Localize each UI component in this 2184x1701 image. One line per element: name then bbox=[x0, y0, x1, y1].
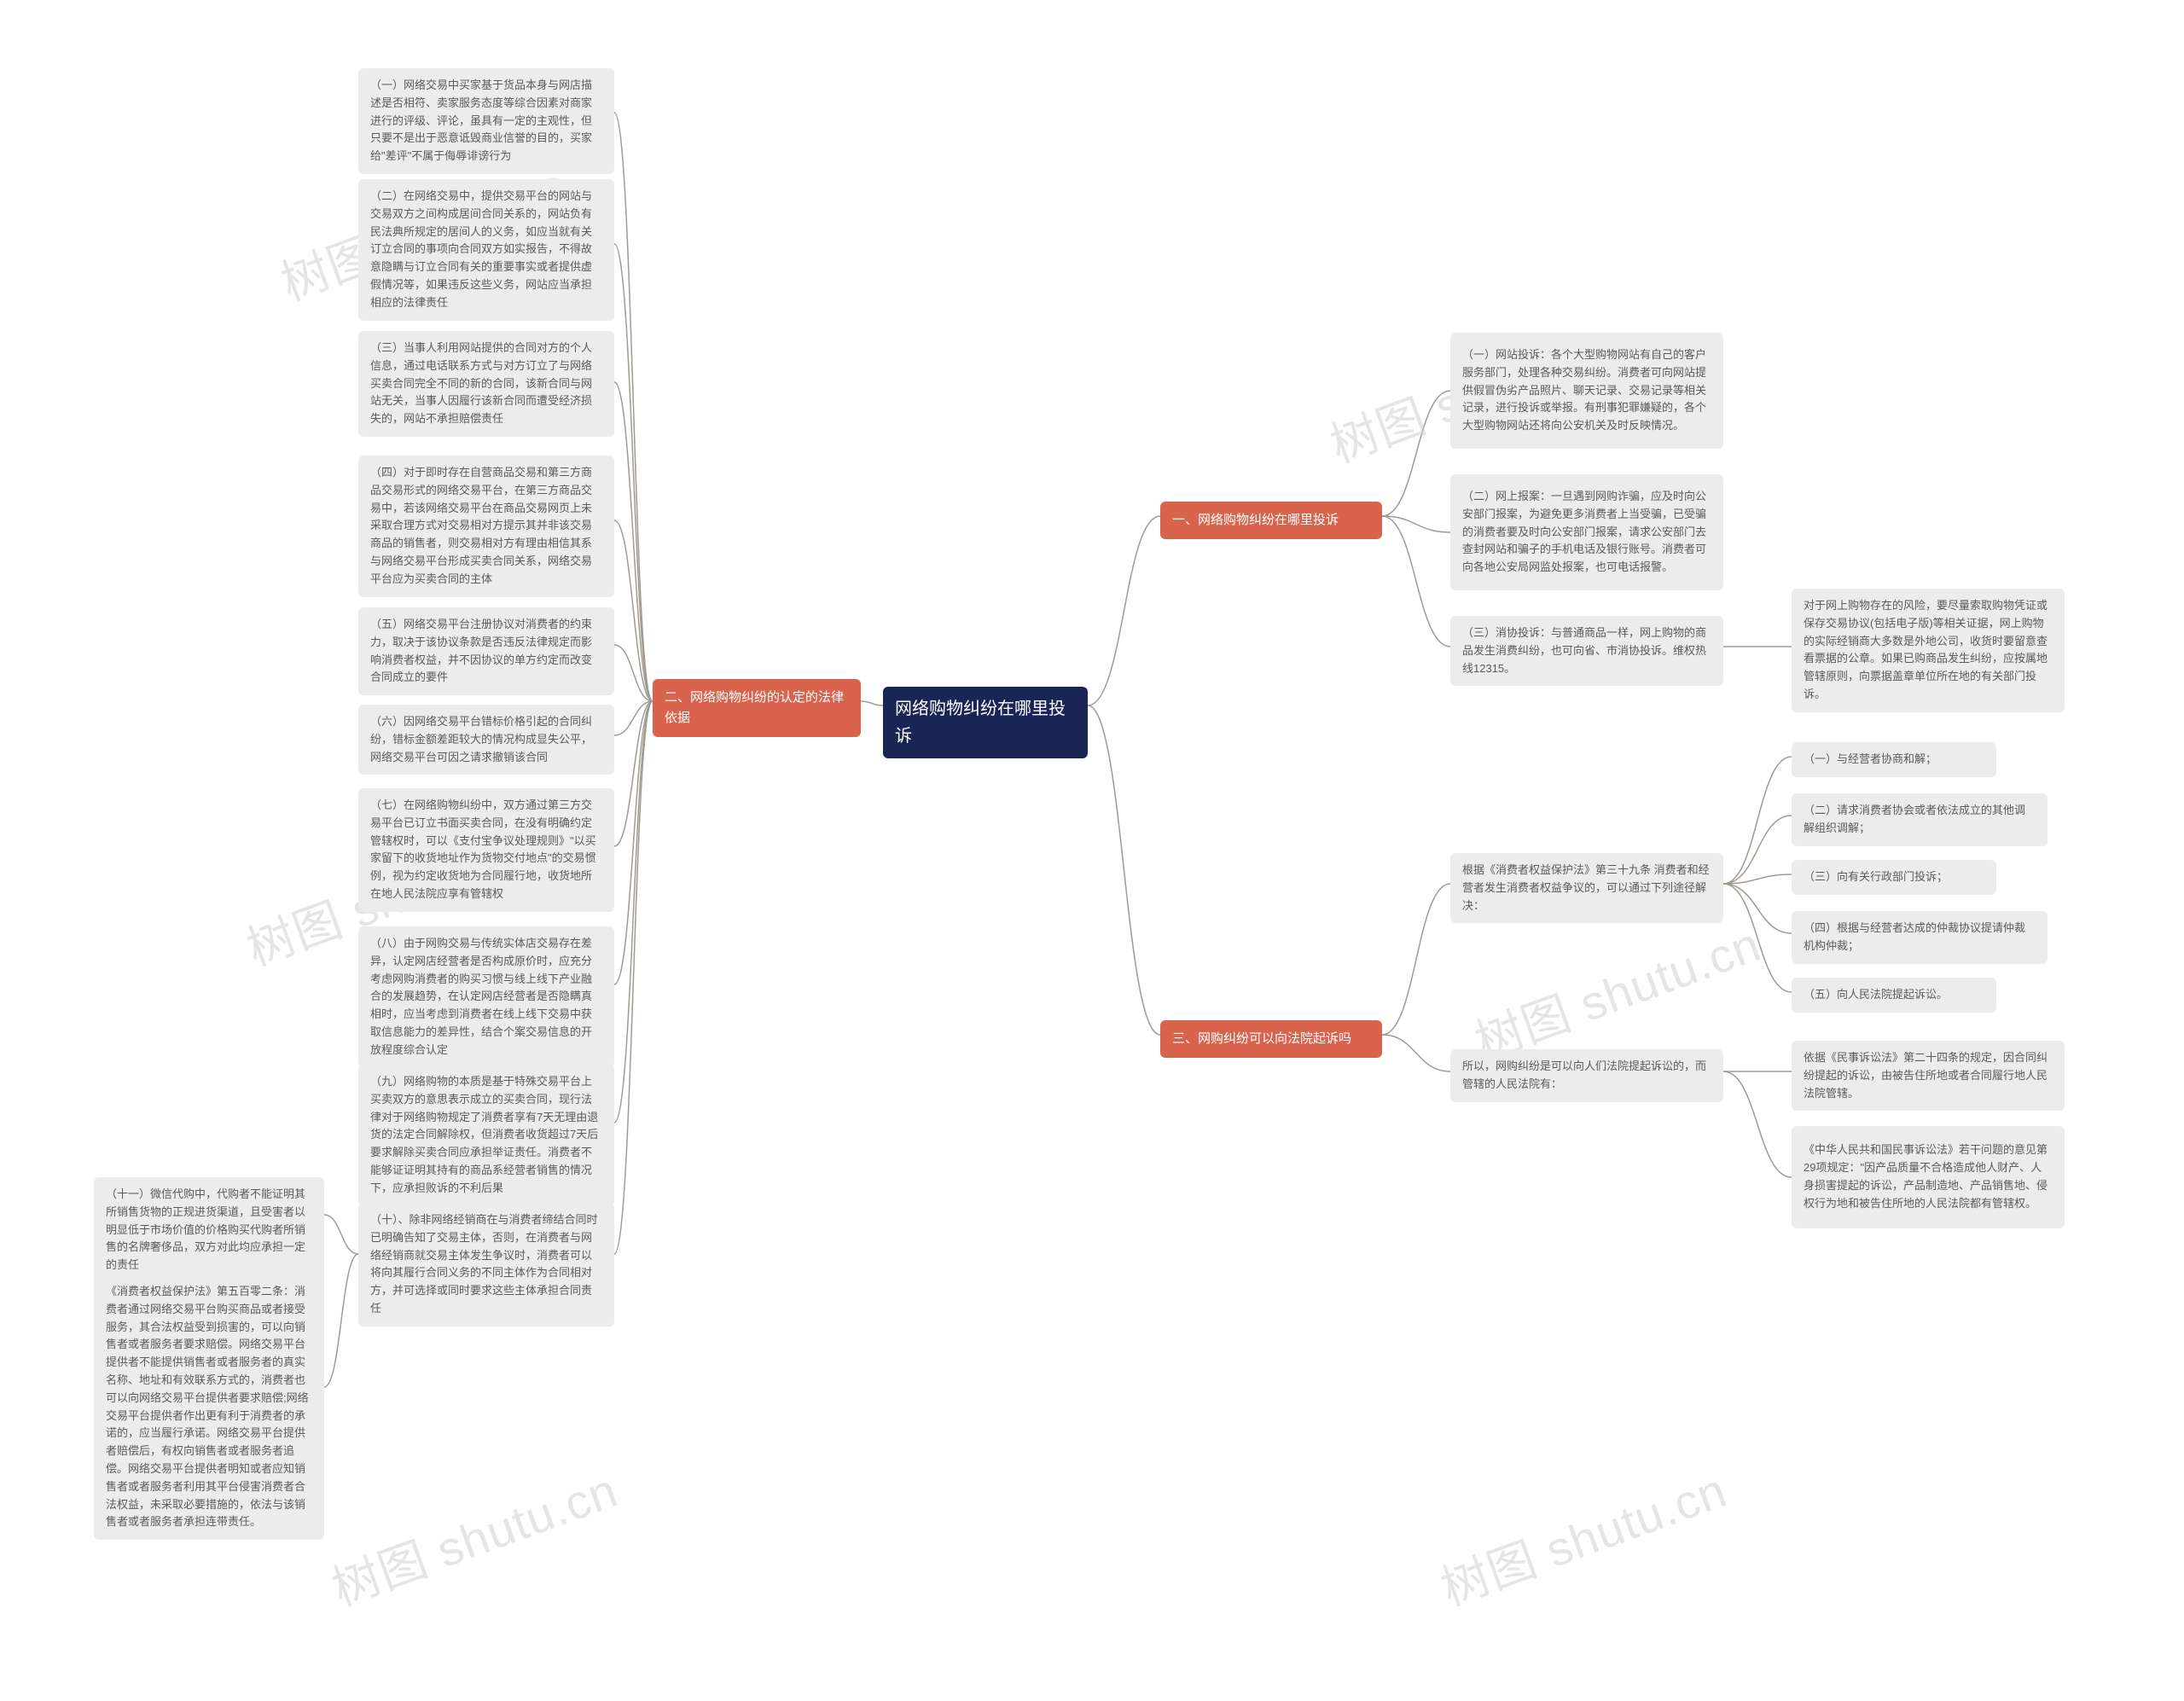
node-label: （一）网站投诉：各个大型购物网站有自己的客户服务部门，处理各种交易纠纷。消费者可… bbox=[1462, 346, 1711, 435]
node-label: 所以，网购纠纷是可以向人们法院提起诉讼的，而管辖的人民法院有： bbox=[1462, 1058, 1711, 1094]
connection-layer bbox=[0, 0, 2184, 1701]
mindmap-node-s1c: （三）消协投诉：与普通商品一样，网上购物的商品发生消费纠纷，也可向省、市消协投诉… bbox=[1450, 616, 1723, 686]
node-label: （二）请求消费者协会或者依法成立的其他调解组织调解； bbox=[1804, 802, 2036, 838]
connection bbox=[614, 701, 653, 1123]
mindmap-node-s2e: （五）网络交易平台注册协议对消费者的约束力，取决于该协议条款是否违反法律规定而影… bbox=[358, 607, 614, 695]
mindmap-node-s3b1: 依据《民事诉讼法》第二十四条的规定，因合同纠纷提起的诉讼，由被告住所地或者合同履… bbox=[1792, 1041, 2065, 1111]
connection bbox=[614, 244, 653, 701]
mindmap-node-s3b: 所以，网购纠纷是可以向人们法院提起诉讼的，而管辖的人民法院有： bbox=[1450, 1049, 1723, 1102]
node-label: （十）、除非网络经销商在与消费者缔结合同时已明确告知了交易主体，否则，在消费者与… bbox=[370, 1211, 602, 1318]
connection bbox=[1723, 884, 1792, 992]
mindmap-node-root: 网络购物纠纷在哪里投诉 bbox=[883, 687, 1088, 758]
mindmap-node-s2g: （七）在网络购物纠纷中，双方通过第三方交易平台已订立书面买卖合同，在没有明确约定… bbox=[358, 788, 614, 912]
node-label: 对于网上购物存在的风险，要尽量索取购物凭证或保存交易协议(包括电子版)等相关证据… bbox=[1804, 597, 2053, 704]
node-label: 根据《消费者权益保护法》第三十九条 消费者和经营者发生消费者权益争议的，可以通过… bbox=[1462, 862, 1711, 914]
mindmap-node-s3: 三、网购纠纷可以向法院起诉吗 bbox=[1160, 1020, 1382, 1058]
mindmap-node-s1: 一、网络购物纠纷在哪里投诉 bbox=[1160, 502, 1382, 539]
connection bbox=[614, 701, 653, 984]
node-label: （五）向人民法院提起诉讼。 bbox=[1804, 986, 1948, 1004]
node-label: 《中华人民共和国民事诉讼法》若干问题的意见第29项规定："因产品质量不合格造成他… bbox=[1804, 1141, 2053, 1212]
mindmap-node-s1a: （一）网站投诉：各个大型购物网站有自己的客户服务部门，处理各种交易纠纷。消费者可… bbox=[1450, 333, 1723, 449]
connection bbox=[1382, 516, 1450, 647]
node-label: 依据《民事诉讼法》第二十四条的规定，因合同纠纷提起的诉讼，由被告住所地或者合同履… bbox=[1804, 1049, 2053, 1102]
mindmap-node-s1b: （二）网上报案：一旦遇到网购诈骗，应及时向公安部门报案，为避免更多消费者上当受骗… bbox=[1450, 474, 1723, 590]
node-label: （六）因网络交易平台错标价格引起的合同纠纷，错标金额差距较大的情况构成显失公平，… bbox=[370, 713, 602, 766]
watermark: 树图 shutu.cn bbox=[1431, 1453, 1735, 1620]
mindmap-node-s2b: （二）在网络交易中，提供交易平台的网站与交易双方之间构成居间合同关系的，网站负有… bbox=[358, 179, 614, 321]
connection bbox=[1723, 816, 1792, 884]
node-label: 《消费者权益保护法》第五百零二条：消费者通过网络交易平台购买商品或者接受服务，其… bbox=[106, 1283, 312, 1531]
node-label: （八）由于网购交易与传统实体店交易存在差异，认定网店经营者是否构成原价时，应充分… bbox=[370, 935, 602, 1059]
connection bbox=[614, 645, 653, 701]
connection bbox=[1382, 1035, 1450, 1071]
watermark: 树图 shutu.cn bbox=[322, 1453, 626, 1620]
node-label: （二）网上报案：一旦遇到网购诈骗，应及时向公安部门报案，为避免更多消费者上当受骗… bbox=[1462, 488, 1711, 577]
mindmap-node-s2i: （九）网络购物的本质是基于特殊交易平台上买卖双方的意思表示成立的买卖合同，现行法… bbox=[358, 1065, 614, 1206]
mindmap-node-s2c: （三）当事人利用网站提供的合同对方的个人信息，通过电话联系方式与对方订立了与网络… bbox=[358, 331, 614, 437]
connection bbox=[1088, 516, 1160, 705]
connection bbox=[1382, 516, 1450, 532]
node-label: （五）网络交易平台注册协议对消费者的约束力，取决于该协议条款是否违反法律规定而影… bbox=[370, 616, 602, 687]
node-label: （四）对于即时存在自营商品交易和第三方商品交易形式的网络交易平台，在第三方商品交… bbox=[370, 464, 602, 589]
mindmap-node-s3a2: （二）请求消费者协会或者依法成立的其他调解组织调解； bbox=[1792, 793, 2048, 846]
mindmap-node-s3a1: （一）与经营者协商和解； bbox=[1792, 742, 1996, 777]
connection bbox=[324, 1215, 358, 1254]
connection bbox=[614, 520, 653, 701]
connection bbox=[861, 701, 883, 705]
connection bbox=[1723, 874, 1792, 884]
connection bbox=[1382, 884, 1450, 1035]
mindmap-node-s2j1: （十一）微信代购中，代购者不能证明其所销售货物的正规进货渠道，且受害者以明显低于… bbox=[94, 1177, 324, 1283]
node-label: 三、网购纠纷可以向法院起诉吗 bbox=[1172, 1029, 1351, 1049]
node-label: 一、网络购物纠纷在哪里投诉 bbox=[1172, 510, 1339, 531]
node-label: （十一）微信代购中，代购者不能证明其所销售货物的正规进货渠道，且受害者以明显低于… bbox=[106, 1186, 312, 1274]
connection bbox=[614, 701, 653, 846]
connection bbox=[324, 1254, 358, 1387]
node-label: （一）与经营者协商和解； bbox=[1804, 751, 1937, 769]
connection bbox=[614, 701, 653, 1254]
mindmap-node-s1c1: 对于网上购物存在的风险，要尽量索取购物凭证或保存交易协议(包括电子版)等相关证据… bbox=[1792, 589, 2065, 712]
node-label: （三）当事人利用网站提供的合同对方的个人信息，通过电话联系方式与对方订立了与网络… bbox=[370, 340, 602, 428]
node-label: （三）消协投诉：与普通商品一样，网上购物的商品发生消费纠纷，也可向省、市消协投诉… bbox=[1462, 624, 1711, 677]
node-label: （九）网络购物的本质是基于特殊交易平台上买卖双方的意思表示成立的买卖合同，现行法… bbox=[370, 1073, 602, 1198]
connection bbox=[1723, 757, 1792, 884]
connection bbox=[1088, 705, 1160, 1035]
mindmap-node-s2j2: 《消费者权益保护法》第五百零二条：消费者通过网络交易平台购买商品或者接受服务，其… bbox=[94, 1274, 324, 1540]
mindmap-node-s3a4: （四）根据与经营者达成的仲裁协议提请仲裁机构仲裁； bbox=[1792, 911, 2048, 964]
node-label: （四）根据与经营者达成的仲裁协议提请仲裁机构仲裁； bbox=[1804, 920, 2036, 955]
connection bbox=[1382, 391, 1450, 516]
mindmap-node-s3a3: （三）向有关行政部门投诉； bbox=[1792, 860, 1996, 895]
mindmap-node-s2j: （十）、除非网络经销商在与消费者缔结合同时已明确告知了交易主体，否则，在消费者与… bbox=[358, 1203, 614, 1327]
mindmap-node-s2h: （八）由于网购交易与传统实体店交易存在差异，认定网店经营者是否构成原价时，应充分… bbox=[358, 926, 614, 1068]
connection bbox=[614, 113, 653, 701]
connection bbox=[614, 382, 653, 701]
mindmap-node-s2a: （一）网络交易中买家基于货品本身与网店描述是否相符、卖家服务态度等综合因素对商家… bbox=[358, 68, 614, 174]
node-label: （七）在网络购物纠纷中，双方通过第三方交易平台已订立书面买卖合同，在没有明确约定… bbox=[370, 797, 602, 903]
node-label: （三）向有关行政部门投诉； bbox=[1804, 868, 1948, 886]
mindmap-node-s2d: （四）对于即时存在自营商品交易和第三方商品交易形式的网络交易平台，在第三方商品交… bbox=[358, 456, 614, 597]
mindmap-node-s3a5: （五）向人民法院提起诉讼。 bbox=[1792, 978, 1996, 1013]
mindmap-node-s2f: （六）因网络交易平台错标价格引起的合同纠纷，错标金额差距较大的情况构成显失公平，… bbox=[358, 705, 614, 775]
node-label: （一）网络交易中买家基于货品本身与网店描述是否相符、卖家服务态度等综合因素对商家… bbox=[370, 77, 602, 165]
mindmap-node-s3a: 根据《消费者权益保护法》第三十九条 消费者和经营者发生消费者权益争议的，可以通过… bbox=[1450, 853, 1723, 923]
mindmap-node-s2: 二、网络购物纠纷的认定的法律依据 bbox=[653, 679, 861, 737]
connection bbox=[1723, 884, 1792, 933]
node-label: （二）在网络交易中，提供交易平台的网站与交易双方之间构成居间合同关系的，网站负有… bbox=[370, 188, 602, 312]
mindmap-node-s3b2: 《中华人民共和国民事诉讼法》若干问题的意见第29项规定："因产品质量不合格造成他… bbox=[1792, 1126, 2065, 1228]
node-label: 二、网络购物纠纷的认定的法律依据 bbox=[665, 688, 849, 729]
connection bbox=[614, 701, 653, 735]
connection bbox=[1723, 1071, 1792, 1177]
node-label: 网络购物纠纷在哪里投诉 bbox=[895, 695, 1076, 750]
